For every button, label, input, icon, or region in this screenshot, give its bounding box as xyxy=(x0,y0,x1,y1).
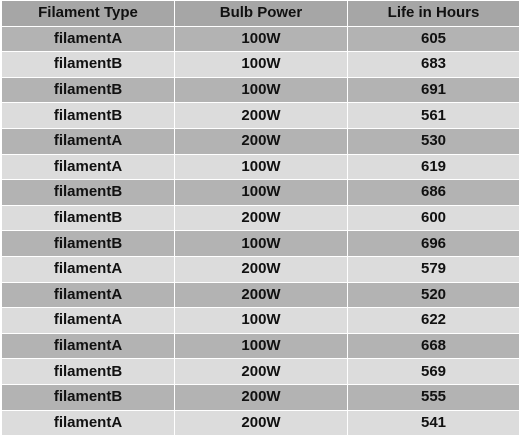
table-body: filamentA 100W 605 filamentB 100W 683 filament… xyxy=(1,25,520,437)
bulb-power-cell: 200W xyxy=(174,358,348,385)
life-hours-cell: 683 xyxy=(347,51,520,78)
table-row: filamentB 200W 600 xyxy=(1,204,520,232)
filament-type-cell: filamentB xyxy=(1,358,175,385)
bulb-power-cell: 200W xyxy=(174,127,348,155)
table-row: filamentA 100W 622 xyxy=(1,307,520,334)
table-row: filamentB 100W 683 xyxy=(1,51,520,78)
header-life-in-hours: Life in Hours xyxy=(347,0,520,27)
bulb-power-cell: 200W xyxy=(174,281,348,309)
bulb-power-cell: 100W xyxy=(174,25,348,53)
bulb-power-cell: 200W xyxy=(174,255,348,283)
life-hours-cell: 619 xyxy=(347,153,520,181)
bulb-power-cell: 100W xyxy=(174,332,348,360)
filament-type-cell: filamentB xyxy=(1,204,175,232)
life-hours-cell: 530 xyxy=(347,127,520,155)
table-row: filamentB 200W 561 xyxy=(1,102,520,129)
filament-type-cell: filamentB xyxy=(1,76,175,104)
filament-type-cell: filamentB xyxy=(1,51,175,78)
table-row: filamentB 100W 686 xyxy=(1,179,520,206)
life-hours-cell: 561 xyxy=(347,102,520,129)
table-row: filamentB 100W 691 xyxy=(1,76,520,104)
table-row: filamentA 200W 520 xyxy=(1,281,520,309)
table-row: filamentA 200W 579 xyxy=(1,255,520,283)
table-row: filamentB 200W 555 xyxy=(1,383,520,411)
life-hours-cell: 520 xyxy=(347,281,520,309)
table-row: filamentA 100W 668 xyxy=(1,332,520,360)
filament-type-cell: filamentB xyxy=(1,179,175,206)
life-hours-cell: 622 xyxy=(347,307,520,334)
bulb-power-cell: 200W xyxy=(174,204,348,232)
life-hours-cell: 605 xyxy=(347,25,520,53)
life-hours-cell: 686 xyxy=(347,179,520,206)
filament-type-cell: filamentA xyxy=(1,127,175,155)
table-row: filamentB 200W 569 xyxy=(1,358,520,385)
filament-type-cell: filamentB xyxy=(1,230,175,257)
life-hours-cell: 696 xyxy=(347,230,520,257)
bulb-power-cell: 100W xyxy=(174,153,348,181)
bulb-power-cell: 100W xyxy=(174,76,348,104)
life-hours-cell: 691 xyxy=(347,76,520,104)
header-bulb-power: Bulb Power xyxy=(174,0,348,27)
bulb-power-cell: 200W xyxy=(174,409,348,437)
table-row: filamentA 100W 619 xyxy=(1,153,520,181)
life-hours-cell: 569 xyxy=(347,358,520,385)
table-row: filamentB 100W 696 xyxy=(1,230,520,257)
life-hours-cell: 600 xyxy=(347,204,520,232)
life-hours-cell: 555 xyxy=(347,383,520,411)
bulb-power-cell: 100W xyxy=(174,51,348,78)
filament-type-cell: filamentA xyxy=(1,332,175,360)
life-hours-cell: 579 xyxy=(347,255,520,283)
filament-type-cell: filamentA xyxy=(1,25,175,53)
bulb-power-cell: 200W xyxy=(174,102,348,129)
life-hours-cell: 668 xyxy=(347,332,520,360)
filament-type-cell: filamentA xyxy=(1,307,175,334)
filament-type-cell: filamentA xyxy=(1,281,175,309)
life-hours-cell: 541 xyxy=(347,409,520,437)
bulb-power-cell: 100W xyxy=(174,179,348,206)
filament-type-cell: filamentA xyxy=(1,255,175,283)
table-row: filamentA 200W 530 xyxy=(1,127,520,155)
header-filament-type: Filament Type xyxy=(1,0,175,27)
table-row: filamentA 200W 541 xyxy=(1,409,520,437)
bulb-power-cell: 100W xyxy=(174,230,348,257)
table-header-row: Filament Type Bulb Power Life in Hours xyxy=(1,0,520,27)
filament-type-cell: filamentA xyxy=(1,153,175,181)
table-row: filamentA 100W 605 xyxy=(1,25,520,53)
bulb-power-cell: 200W xyxy=(174,383,348,411)
filament-type-cell: filamentB xyxy=(1,102,175,129)
filament-type-cell: filamentB xyxy=(1,383,175,411)
filament-type-cell: filamentA xyxy=(1,409,175,437)
bulb-power-cell: 100W xyxy=(174,307,348,334)
